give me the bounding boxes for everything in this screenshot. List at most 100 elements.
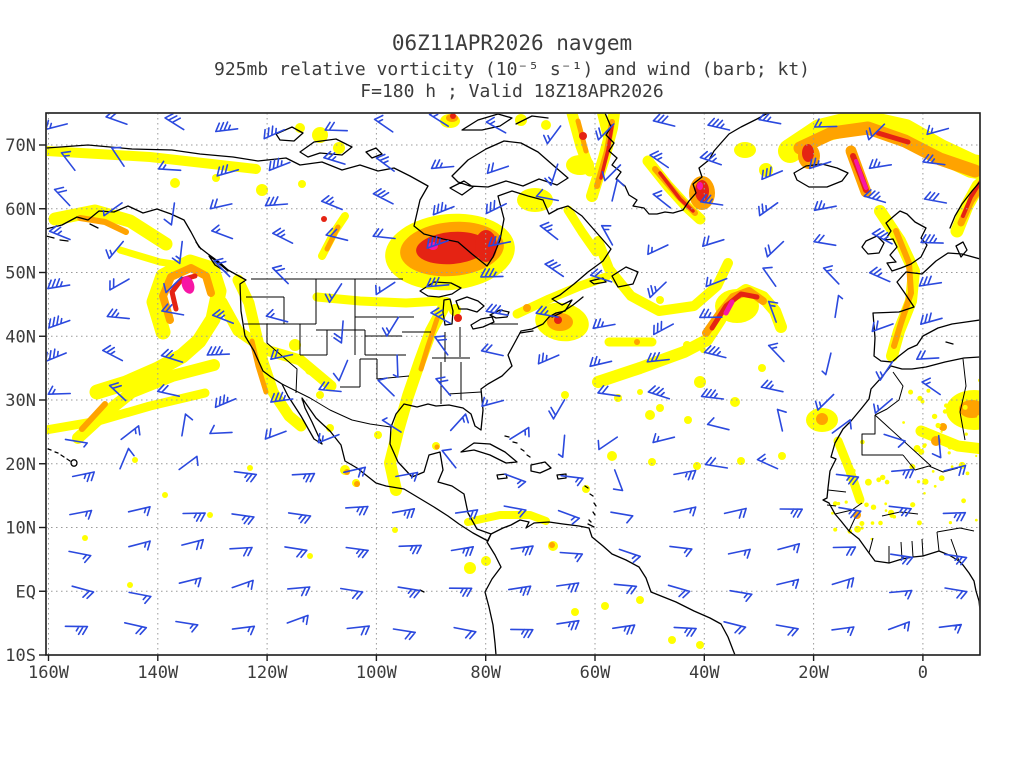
vorticity-speckle xyxy=(961,498,966,504)
vorticity-spot xyxy=(312,127,328,143)
vorticity-band xyxy=(46,146,261,174)
vorticity-speckle xyxy=(965,471,970,476)
vorticity-spot xyxy=(778,452,786,460)
vorticity-spot xyxy=(416,231,488,265)
vorticity-speckle xyxy=(884,509,888,512)
vorticity-speckle xyxy=(940,430,943,433)
vorticity-spot xyxy=(127,582,133,588)
vorticity-spot xyxy=(481,556,491,566)
vorticity-speckle xyxy=(984,379,986,381)
x-axis-label: 160W xyxy=(28,663,70,683)
vorticity-speckle xyxy=(947,451,951,455)
vorticity-spot xyxy=(181,276,195,294)
vorticity-spot xyxy=(305,365,315,375)
vorticity-speckle xyxy=(851,468,856,473)
vorticity-spot xyxy=(374,431,382,439)
y-axis-label: 60N xyxy=(5,200,36,220)
vorticity-spot xyxy=(816,413,828,425)
caribbean-islands xyxy=(460,435,597,528)
vorticity-speckle xyxy=(993,469,997,473)
vorticity-speckle xyxy=(996,409,999,412)
vorticity-band xyxy=(833,436,865,505)
hawaii-islands xyxy=(47,448,78,467)
vorticity-spot xyxy=(132,457,138,463)
vorticity-spot xyxy=(392,527,398,533)
vorticity-band xyxy=(512,272,611,319)
vorticity-speckle xyxy=(854,525,861,533)
y-axis-label: 10S xyxy=(5,646,36,666)
vorticity-band xyxy=(89,254,227,400)
vorticity-spot xyxy=(82,535,88,541)
vorticity-speckle xyxy=(908,389,914,395)
title-line-3: F=180 h ; Valid 18Z18APR2026 xyxy=(360,81,663,102)
vorticity-spot xyxy=(694,376,706,388)
coastline-pacific-islands xyxy=(46,223,229,273)
coastline-africa xyxy=(822,356,980,609)
vorticity-spot xyxy=(517,188,553,212)
vorticity-speckle xyxy=(922,478,929,485)
vorticity-speckle xyxy=(962,404,968,410)
vorticity-spot xyxy=(475,230,497,262)
vorticity-speckle xyxy=(878,520,883,526)
vorticity-speckle xyxy=(931,413,938,420)
vorticity-band xyxy=(48,204,173,251)
vorticity-spot xyxy=(316,391,324,399)
y-axis-label: EQ xyxy=(16,582,36,602)
vorticity-spot xyxy=(464,562,476,574)
vorticity-speckle xyxy=(948,521,953,525)
vorticity-spot xyxy=(683,341,691,349)
vorticity-speckle xyxy=(978,378,980,382)
x-axis-label: 120W xyxy=(247,663,289,683)
vorticity-band xyxy=(599,124,614,180)
vorticity-band xyxy=(723,299,735,316)
vorticity-band xyxy=(875,130,911,145)
vorticity-spot xyxy=(802,144,814,162)
vorticity-spot xyxy=(693,462,701,470)
vorticity-band xyxy=(563,205,601,257)
vorticity-spot xyxy=(256,184,268,196)
vorticity-spot xyxy=(289,339,301,351)
vorticity-spot xyxy=(959,400,980,418)
vorticity-band xyxy=(593,236,733,316)
vorticity-spot xyxy=(247,465,253,471)
vorticity-speckle xyxy=(925,427,928,430)
title-line-1: 06Z11APR2026 navgem xyxy=(392,31,632,55)
vorticity-spot xyxy=(454,314,462,322)
vorticity-speckle xyxy=(983,483,986,486)
y-axis-label: 30N xyxy=(5,391,36,411)
vorticity-speckle xyxy=(916,480,921,484)
vorticity-spot xyxy=(636,596,644,604)
y-axis-label: 40N xyxy=(5,327,36,347)
vorticity-spot xyxy=(579,132,587,140)
vorticity-speckle xyxy=(964,432,968,436)
vorticity-spot xyxy=(434,444,440,450)
vorticity-spot xyxy=(549,542,555,548)
vorticity-speckle xyxy=(831,511,834,515)
vorticity-speckle xyxy=(922,444,927,448)
coastline-greenland xyxy=(604,113,768,215)
vorticity-band xyxy=(915,425,980,455)
vorticity-speckle xyxy=(976,414,980,421)
vorticity-speckle xyxy=(926,388,931,393)
vorticity-spot xyxy=(939,423,947,431)
vorticity-speckle xyxy=(931,470,935,473)
vorticity-spot xyxy=(541,120,551,130)
title-line-2: 925mb relative vorticity (10⁻⁵ s⁻¹) and … xyxy=(214,59,810,80)
vorticity-speckle xyxy=(859,521,865,526)
vorticity-speckle xyxy=(832,501,838,506)
vorticity-speckle xyxy=(836,501,841,506)
vorticity-speckle xyxy=(938,475,945,482)
vorticity-speckle xyxy=(923,492,926,495)
vorticity-spot xyxy=(601,602,609,610)
vorticity-speckle xyxy=(902,421,905,424)
vorticity-spot xyxy=(298,180,306,188)
vorticity-speckle xyxy=(998,481,1001,484)
vorticity-speckle xyxy=(864,502,869,508)
vorticity-band xyxy=(312,292,446,308)
vorticity-speckle xyxy=(865,478,872,486)
vorticity-spot xyxy=(734,142,756,158)
vorticity-spot xyxy=(648,458,656,466)
coastlines-layer xyxy=(46,113,980,655)
vorticity-band xyxy=(658,171,695,213)
